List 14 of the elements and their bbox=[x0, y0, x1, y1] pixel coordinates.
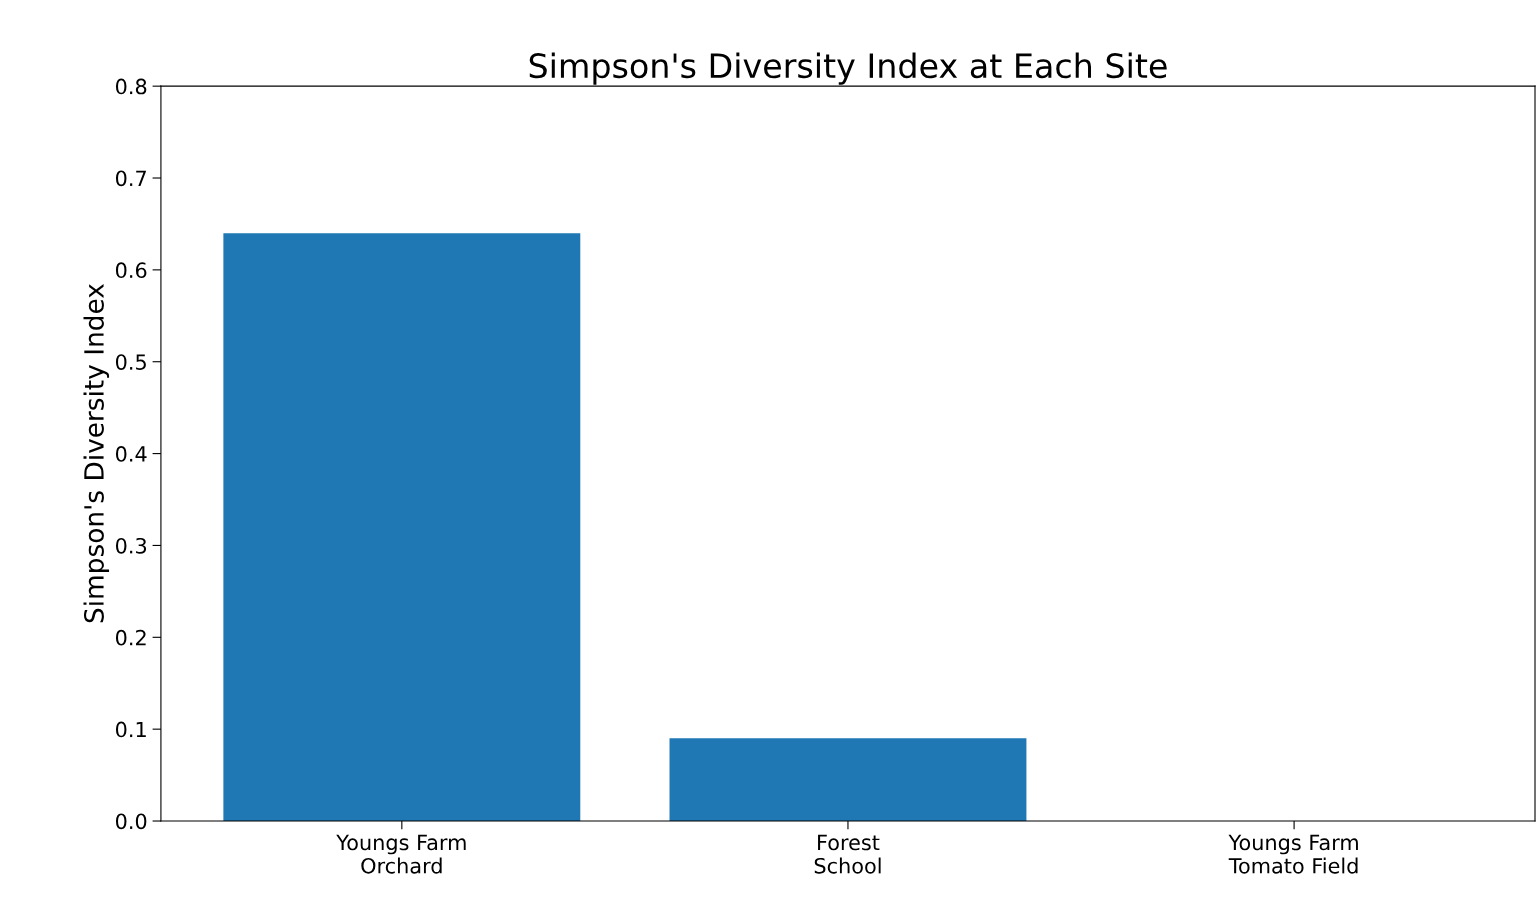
y-tick-label: 0.0 bbox=[115, 813, 147, 830]
y-tick-label: 0.1 bbox=[115, 721, 146, 738]
x-tick-label: Forest School bbox=[814, 834, 881, 874]
chart-title: Simpson's Diversity Index at Each Site bbox=[529, 52, 1167, 85]
y-tick-label: 0.7 bbox=[115, 170, 146, 187]
y-tick-label: 0.3 bbox=[115, 537, 147, 554]
x-tick-label: Youngs Farm Orchard bbox=[336, 834, 466, 874]
y-tick-label: 0.6 bbox=[115, 262, 147, 279]
x-tick-label: Youngs Farm Tomato Field bbox=[1228, 834, 1358, 874]
y-axis-title: Simpson's Diversity Index bbox=[83, 283, 110, 623]
y-tick-label: 0.8 bbox=[115, 78, 147, 95]
y-tick-label: 0.4 bbox=[115, 446, 147, 462]
y-tick-label: 0.2 bbox=[115, 629, 146, 646]
y-tick-label: 0.5 bbox=[115, 354, 146, 370]
